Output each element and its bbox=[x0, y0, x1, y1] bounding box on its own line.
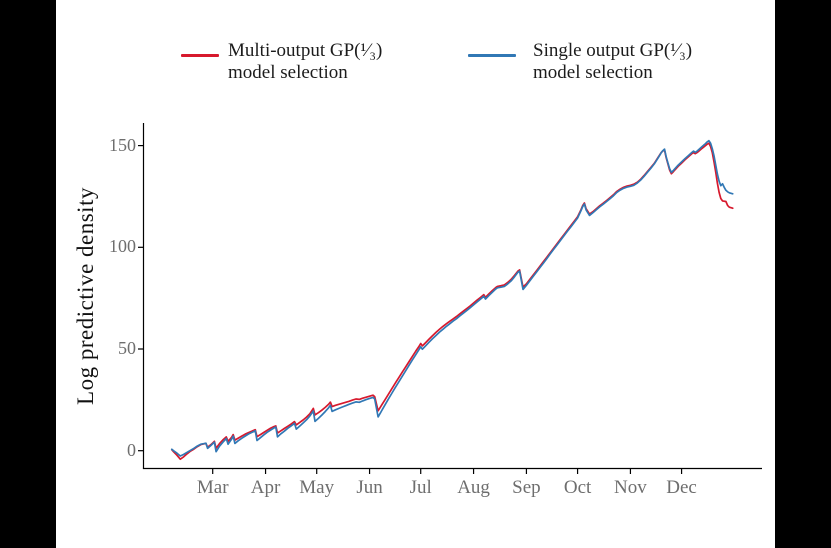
x-tick-label: Nov bbox=[614, 477, 647, 498]
x-tick-label: May bbox=[299, 477, 335, 498]
y-tick-label: 50 bbox=[118, 338, 136, 358]
legend-label-line1: Single output GP(¹⁄₃) bbox=[533, 40, 693, 61]
x-tick-label: Sep bbox=[512, 477, 541, 498]
x-tick-label: Apr bbox=[250, 477, 281, 498]
series-line-single-output bbox=[170, 139, 734, 457]
x-tick-label: Mar bbox=[196, 477, 229, 498]
y-tick-label: 100 bbox=[109, 236, 136, 257]
y-axis-title: Log predictive density bbox=[73, 187, 98, 405]
legend-label-line1: Multi-output GP(¹⁄₃) bbox=[228, 40, 383, 61]
legend-label-line2: model selection bbox=[533, 61, 653, 83]
legend-swatch-single-output bbox=[468, 54, 516, 57]
legend-swatch-multi-output bbox=[181, 54, 219, 57]
y-tick-label: 0 bbox=[127, 439, 136, 460]
x-tick-label: Jul bbox=[409, 477, 432, 498]
legend-label-multi-output: Multi-output GP(¹⁄₃) model selection bbox=[228, 40, 382, 83]
x-tick-label: Aug bbox=[457, 477, 490, 498]
legend-label-single-output: Single output GP(¹⁄₃) model selection bbox=[533, 40, 692, 83]
legend-label-line2: model selection bbox=[228, 61, 348, 83]
x-tick-label: Dec bbox=[666, 477, 697, 498]
x-tick-label: Jun bbox=[356, 477, 383, 498]
plot-canvas bbox=[56, 0, 775, 548]
x-tick-label: Oct bbox=[563, 477, 592, 498]
y-tick-label: 150 bbox=[109, 134, 136, 155]
series-line-multi-output bbox=[170, 142, 734, 461]
